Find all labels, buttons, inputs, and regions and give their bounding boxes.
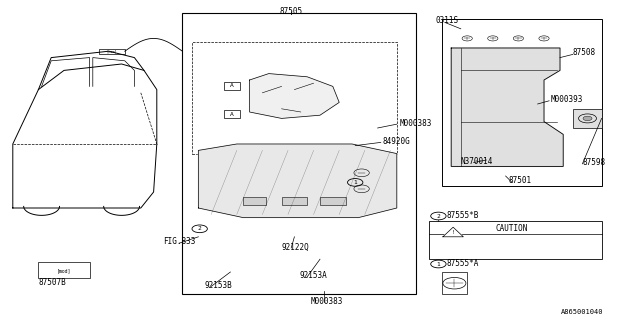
Text: 1: 1	[436, 261, 440, 267]
Text: 87505: 87505	[280, 7, 303, 16]
Bar	[224, 110, 240, 118]
Polygon shape	[250, 74, 339, 118]
Bar	[282, 197, 307, 205]
Text: CAUTION: CAUTION	[496, 224, 528, 233]
Bar	[320, 197, 346, 205]
Text: 2: 2	[436, 213, 440, 219]
Bar	[573, 109, 602, 128]
Bar	[99, 49, 125, 54]
Text: A: A	[230, 112, 234, 117]
Bar	[442, 272, 467, 294]
Text: [cam]: [cam]	[107, 50, 117, 53]
Text: A865001040: A865001040	[561, 309, 604, 315]
Text: 2: 2	[198, 226, 202, 231]
Bar	[192, 42, 397, 154]
Text: !: !	[451, 230, 455, 236]
Bar	[224, 82, 240, 90]
Text: M000393: M000393	[550, 95, 583, 104]
Text: 0311S: 0311S	[435, 16, 458, 25]
Polygon shape	[198, 144, 397, 218]
Polygon shape	[451, 48, 563, 166]
Bar	[182, 13, 416, 294]
Text: 92153B: 92153B	[205, 281, 232, 290]
Text: 1: 1	[353, 180, 357, 185]
Circle shape	[583, 116, 592, 121]
Text: [mod]: [mod]	[57, 268, 71, 273]
Bar	[243, 197, 266, 205]
Text: 84920G: 84920G	[383, 137, 410, 146]
Text: 87555*A: 87555*A	[447, 260, 479, 268]
Text: N370014: N370014	[461, 157, 493, 166]
Polygon shape	[443, 227, 463, 237]
Text: 87507B: 87507B	[38, 278, 66, 287]
Text: M000383: M000383	[310, 297, 343, 306]
Bar	[429, 221, 602, 259]
Text: A: A	[230, 83, 234, 88]
Text: 92122Q: 92122Q	[282, 243, 309, 252]
Text: M000383: M000383	[400, 119, 433, 128]
Text: 87555*B: 87555*B	[447, 212, 479, 220]
Text: 87508: 87508	[573, 48, 596, 57]
Bar	[442, 19, 602, 186]
Text: 87501: 87501	[509, 176, 532, 185]
Bar	[38, 262, 90, 278]
Text: 92153A: 92153A	[300, 271, 327, 280]
Text: FIG.833: FIG.833	[163, 237, 196, 246]
Text: 87598: 87598	[582, 158, 605, 167]
